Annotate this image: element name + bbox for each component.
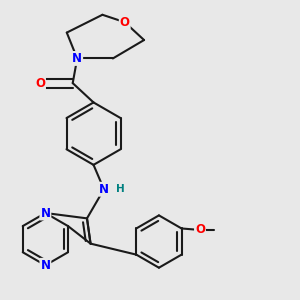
Text: N: N [40, 206, 50, 220]
Text: N: N [99, 183, 109, 196]
Text: O: O [195, 224, 205, 236]
Text: N: N [72, 52, 82, 65]
Text: O: O [35, 76, 45, 90]
Text: H: H [116, 184, 125, 194]
Text: N: N [40, 259, 50, 272]
Text: O: O [120, 16, 130, 29]
